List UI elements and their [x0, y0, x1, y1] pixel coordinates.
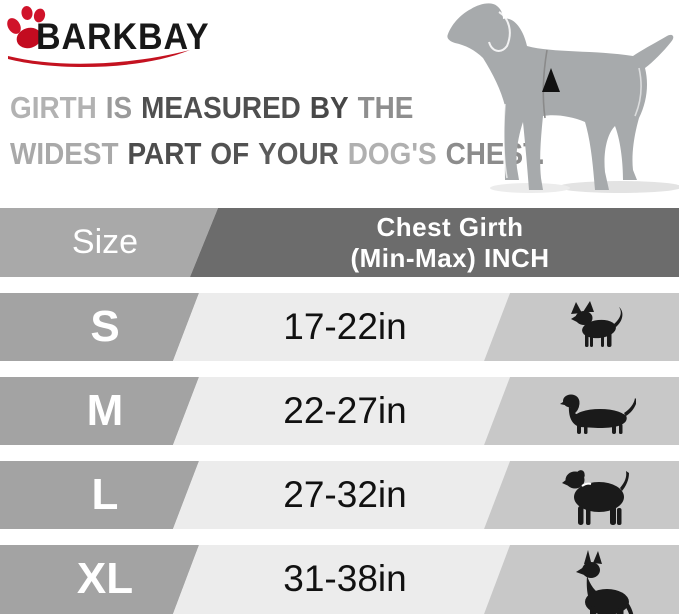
row-s-size-cell — [0, 293, 199, 361]
header-girth-cell — [190, 208, 679, 277]
row-s-girth-cell — [173, 293, 510, 361]
table-row-s: S 17-22in — [0, 293, 679, 361]
logo-underline-swoosh — [8, 50, 190, 68]
tagline-line-1: GIRTH IS MEASURED BY THE — [10, 90, 414, 125]
girth-value: 17-22in — [283, 306, 407, 347]
dachshund-icon — [560, 394, 636, 434]
header-girth-line2: (Min-Max) INCH — [350, 242, 550, 273]
girth-value: 22-27in — [283, 390, 407, 431]
header-girth-label: Chest Girth (Min-Max) INCH — [240, 208, 660, 277]
row-m-size-cell — [0, 377, 199, 445]
size-label: M — [86, 386, 124, 435]
dog-silhouette-with-girth-marker-icon — [447, 3, 679, 193]
chihuahua-icon — [571, 301, 623, 347]
row-s-icon-cell — [484, 293, 679, 361]
row-xl-size-cell — [0, 545, 199, 614]
size-label: L — [91, 470, 119, 519]
header-size-label: Size — [71, 223, 139, 261]
girth-value: 31-38in — [283, 558, 407, 599]
tagline-line-2: WIDEST PART OF YOUR DOG'S CHEST. — [10, 136, 545, 171]
size-label: S — [90, 302, 120, 351]
table-row-l: L 27-32in — [0, 461, 679, 529]
row-xl-icon-cell — [484, 545, 679, 614]
row-xl-girth-cell — [173, 545, 510, 614]
brand-logo: BARKBAY — [0, 0, 230, 75]
table-row-m: M 22-27in — [0, 377, 679, 445]
header-girth-line1: Chest Girth — [376, 211, 524, 242]
row-m-girth-cell — [173, 377, 510, 445]
row-m-icon-cell — [484, 377, 679, 445]
header-size-cell — [0, 208, 218, 277]
rottweiler-icon — [562, 470, 629, 525]
brand-name: BARKBAY — [36, 16, 210, 57]
size-label: XL — [76, 554, 134, 603]
great-dane-icon — [576, 550, 634, 614]
row-l-size-cell — [0, 461, 199, 529]
girth-value: 27-32in — [283, 474, 407, 515]
paw-print-icon — [7, 6, 46, 49]
table-row-xl: XL 31-38in — [0, 545, 679, 614]
row-l-girth-cell — [173, 461, 510, 529]
table-header-row: Size Chest Girth (Min-Max) INCH — [0, 208, 679, 277]
